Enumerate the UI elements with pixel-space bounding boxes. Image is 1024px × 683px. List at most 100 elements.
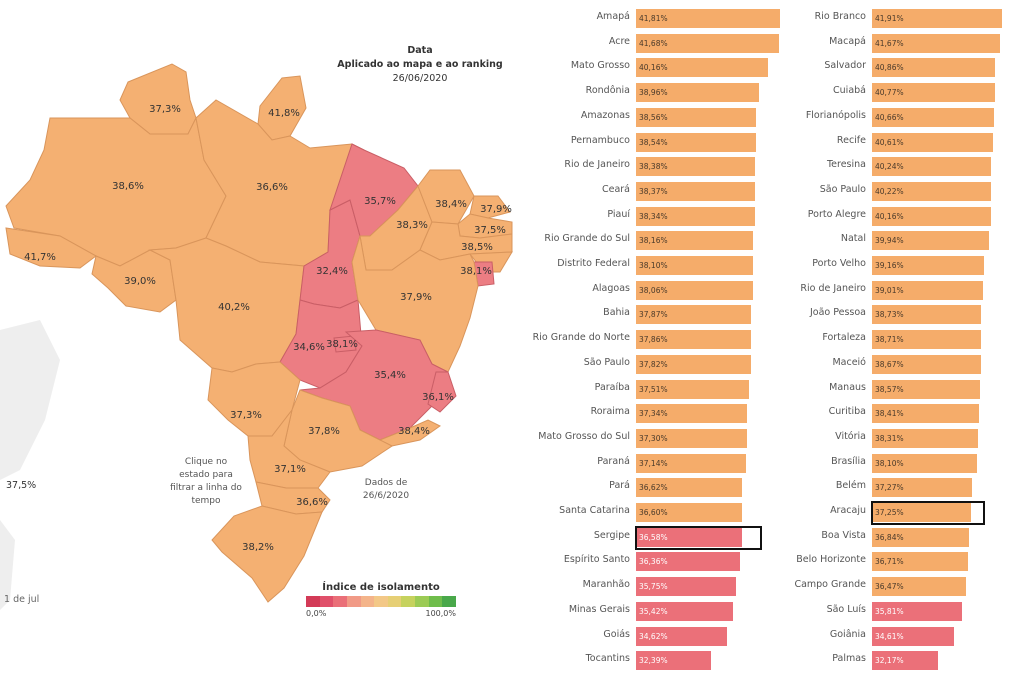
ranking-bar[interactable] <box>872 132 994 152</box>
ranking-bar[interactable] <box>636 428 747 448</box>
ranking-row-manaus[interactable]: Manaus 38,57% <box>790 378 1024 403</box>
ranking-row-mato-grosso[interactable]: Mato Grosso 40,16% <box>530 56 780 81</box>
ranking-bar[interactable] <box>636 256 753 275</box>
state-espirito-santo[interactable] <box>427 371 457 413</box>
date-filter-title[interactable]: Data Aplicado ao mapa e ao ranking 26/06… <box>300 44 530 86</box>
ranking-bar[interactable] <box>636 577 736 597</box>
ranking-row-florianopolis[interactable]: Florianópolis 40,66% <box>790 106 1024 131</box>
ranking-bar[interactable] <box>636 379 749 399</box>
ranking-row-rio-grande-do-sul[interactable]: Rio Grande do Sul 38,16% <box>530 229 780 254</box>
ranking-bar[interactable] <box>636 626 728 646</box>
ranking-bar[interactable] <box>636 9 780 28</box>
ranking-bar[interactable] <box>636 552 741 572</box>
ranking-bar[interactable] <box>636 132 757 152</box>
ranking-row-fortaleza[interactable]: Fortaleza 38,71% <box>790 328 1024 353</box>
ranking-row-sao-luis[interactable]: São Luís 35,81% <box>790 600 1024 625</box>
ranking-bar[interactable] <box>636 231 754 251</box>
ranking-bar[interactable] <box>872 527 969 547</box>
ranking-bar[interactable] <box>872 601 963 621</box>
ranking-row-goiania[interactable]: Goiânia 34,61% <box>790 625 1024 650</box>
ranking-bar[interactable] <box>636 404 748 424</box>
ranking-row-rio-grande-do-norte[interactable]: Rio Grande do Norte 37,86% <box>530 328 780 353</box>
ranking-bar[interactable] <box>872 404 980 424</box>
ranking-row-minas-gerais[interactable]: Minas Gerais 35,42% <box>530 600 780 625</box>
ranking-bar[interactable] <box>872 256 984 275</box>
ranking-row-boa-vista[interactable]: Boa Vista 36,84% <box>790 526 1024 551</box>
ranking-bar[interactable] <box>636 181 755 201</box>
state-rio-grande-do-norte[interactable] <box>469 195 511 219</box>
ranking-row-curitiba[interactable]: Curitiba 38,41% <box>790 402 1024 427</box>
ranking-bar[interactable] <box>872 453 978 473</box>
ranking-row-vitoria[interactable]: Vitória 38,31% <box>790 427 1024 452</box>
ranking-bar[interactable] <box>872 651 939 671</box>
ranking-row-brasilia[interactable]: Brasília 38,10% <box>790 452 1024 477</box>
ranking-row-santa-catarina[interactable]: Santa Catarina 36,60% <box>530 501 780 526</box>
ranking-bar[interactable] <box>872 280 983 300</box>
ranking-row-espirito-santo[interactable]: Espírito Santo 36,36% <box>530 550 780 575</box>
state-ranking-chart[interactable]: Amapá 41,81% Acre 41,68% Mato Grosso 40,16% Ro… <box>530 0 780 683</box>
ranking-row-rio-de-janeiro[interactable]: Rio de Janeiro 39,01% <box>790 279 1024 304</box>
ranking-row-rondonia[interactable]: Rondônia 38,96% <box>530 81 780 106</box>
ranking-row-distrito-federal[interactable]: Distrito Federal 38,10% <box>530 254 780 279</box>
ranking-row-joao-pessoa[interactable]: João Pessoa 38,73% <box>790 303 1024 328</box>
date-filter-value[interactable]: 26/06/2020 <box>392 73 448 84</box>
ranking-bar[interactable] <box>636 33 780 53</box>
ranking-row-porto-velho[interactable]: Porto Velho 39,16% <box>790 254 1024 279</box>
ranking-row-belo-horizonte[interactable]: Belo Horizonte 36,71% <box>790 550 1024 575</box>
ranking-bar[interactable] <box>636 280 753 300</box>
ranking-bar[interactable] <box>872 379 981 399</box>
ranking-bar[interactable] <box>872 83 995 103</box>
ranking-row-salvador[interactable]: Salvador 40,86% <box>790 56 1024 81</box>
ranking-row-sergipe[interactable]: Sergipe 36,58% <box>530 525 780 551</box>
ranking-row-recife[interactable]: Recife 40,61% <box>790 131 1024 156</box>
ranking-bar[interactable] <box>872 107 994 127</box>
state-parana[interactable] <box>247 409 331 489</box>
ranking-row-mato-grosso-do-sul[interactable]: Mato Grosso do Sul 37,30% <box>530 427 780 452</box>
ranking-row-rio-de-janeiro[interactable]: Rio de Janeiro 38,38% <box>530 155 780 180</box>
brazil-map[interactable]: 37,3% 41,8% 38,6% 36,6% 35,7% 38,4% 37,9% 38,3%… <box>0 0 530 683</box>
ranking-bar[interactable] <box>872 354 981 374</box>
ranking-bar[interactable] <box>872 58 996 78</box>
state-acre[interactable] <box>5 227 97 269</box>
state-rondonia[interactable] <box>91 249 177 313</box>
ranking-bar[interactable] <box>636 305 752 325</box>
ranking-bar[interactable] <box>872 478 972 498</box>
ranking-bar[interactable] <box>636 651 712 671</box>
ranking-bar[interactable] <box>872 157 992 177</box>
ranking-row-natal[interactable]: Natal 39,94% <box>790 229 1024 254</box>
ranking-bar[interactable] <box>636 206 755 226</box>
ranking-row-bahia[interactable]: Bahia 37,87% <box>530 303 780 328</box>
ranking-bar[interactable] <box>636 527 742 547</box>
ranking-bar[interactable] <box>636 354 751 374</box>
ranking-row-maranhao[interactable]: Maranhão 35,75% <box>530 575 780 600</box>
ranking-bar[interactable] <box>636 601 734 621</box>
ranking-bar[interactable] <box>872 503 972 522</box>
ranking-bar[interactable] <box>636 107 757 127</box>
state-rio-grande-do-sul[interactable] <box>211 505 323 603</box>
ranking-bar[interactable] <box>872 428 979 448</box>
ranking-row-parana[interactable]: Paraná 37,14% <box>530 452 780 477</box>
ranking-row-cuiaba[interactable]: Cuiabá 40,77% <box>790 81 1024 106</box>
ranking-bar[interactable] <box>872 33 1001 53</box>
ranking-bar[interactable] <box>872 9 1002 28</box>
ranking-row-sao-paulo[interactable]: São Paulo 40,22% <box>790 180 1024 205</box>
ranking-bar[interactable] <box>636 330 752 350</box>
states-group[interactable] <box>5 63 513 603</box>
ranking-row-rio-branco[interactable]: Rio Branco 41,91% <box>790 7 1024 32</box>
ranking-row-porto-alegre[interactable]: Porto Alegre 40,16% <box>790 205 1024 230</box>
capital-ranking-chart[interactable]: Rio Branco 41,91% Macapá 41,67% Salvador 40,8… <box>790 0 1024 683</box>
ranking-row-goias[interactable]: Goiás 34,62% <box>530 625 780 650</box>
ranking-bar[interactable] <box>636 83 760 103</box>
ranking-bar[interactable] <box>636 157 755 177</box>
ranking-row-alagoas[interactable]: Alagoas 38,06% <box>530 279 780 304</box>
ranking-bar[interactable] <box>872 181 991 201</box>
ranking-row-teresina[interactable]: Teresina 40,24% <box>790 155 1024 180</box>
ranking-row-aracaju[interactable]: Aracaju 37,25% <box>790 501 1024 526</box>
state-distrito-federal[interactable] <box>333 335 357 353</box>
ranking-row-pernambuco[interactable]: Pernambuco 38,54% <box>530 131 780 156</box>
ranking-row-campo-grande[interactable]: Campo Grande 36,47% <box>790 575 1024 600</box>
state-bahia[interactable] <box>351 235 479 373</box>
ranking-row-amazonas[interactable]: Amazonas 38,56% <box>530 106 780 131</box>
ranking-row-macapa[interactable]: Macapá 41,67% <box>790 32 1024 57</box>
ranking-bar[interactable] <box>872 305 982 325</box>
